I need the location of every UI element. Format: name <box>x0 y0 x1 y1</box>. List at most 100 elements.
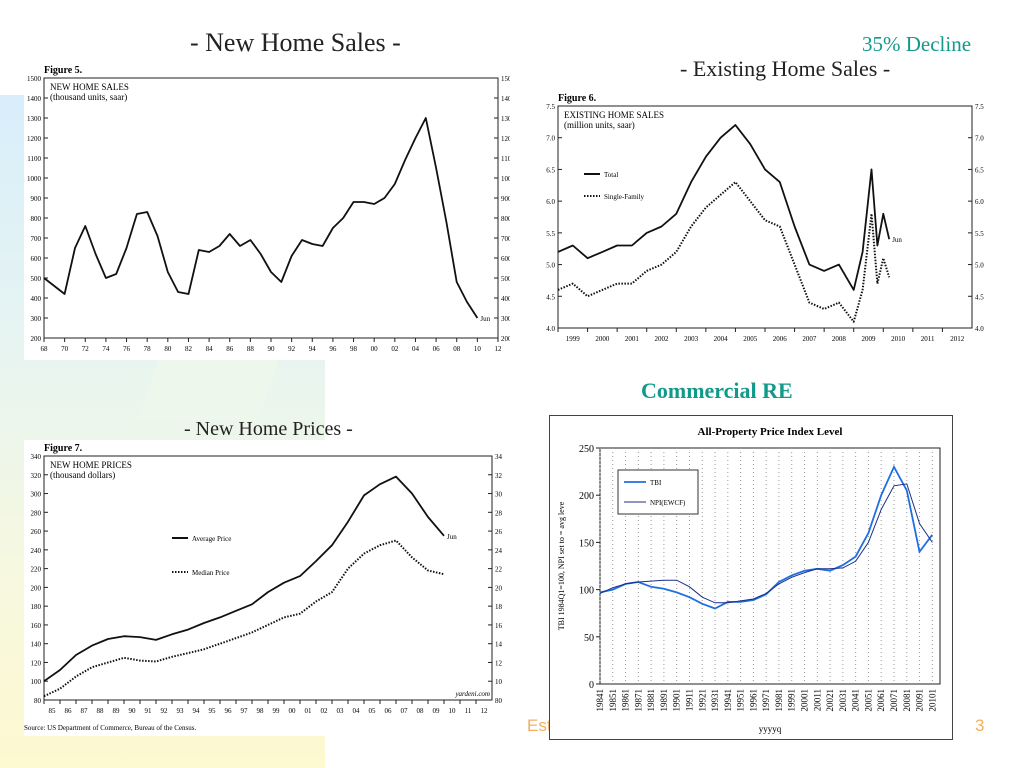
y-tick-label: 800 <box>501 215 510 223</box>
y-tick-label: 1100 <box>27 155 41 163</box>
y-tick-label: 600 <box>31 255 42 263</box>
y-tick-label: 140 <box>495 641 502 649</box>
x-tick-label: 20051 <box>863 689 873 712</box>
x-tick-label: 12 <box>495 345 503 353</box>
x-tick-label: 02 <box>321 707 329 715</box>
end-label: Jun <box>892 236 902 244</box>
series-line-1 <box>43 539 445 698</box>
x-tick-label: 95 <box>209 707 217 715</box>
x-tick-label: 2004 <box>714 335 729 343</box>
y-tick-label: 120 <box>495 659 502 667</box>
x-tick-label: 19881 <box>646 689 656 712</box>
y-tick-label: 7.5 <box>975 103 984 111</box>
x-tick-label: 09 <box>433 707 441 715</box>
title-existing-home-sales: - Existing Home Sales - <box>680 56 891 81</box>
y-tick-label: 5.5 <box>975 230 984 238</box>
y-tick-label: 4.5 <box>546 293 555 301</box>
x-tick-label: 20071 <box>889 689 899 712</box>
y-tick-label: 1500 <box>27 75 42 83</box>
x-tick-label: 20101 <box>927 689 937 712</box>
x-tick-label: 01 <box>305 707 313 715</box>
x-tick-label: 19891 <box>659 689 669 712</box>
chart-title: NEW HOME SALES <box>50 82 129 92</box>
chart-subtitle: (million units, saar) <box>564 120 635 130</box>
y-tick-label: 80 <box>34 697 42 705</box>
y-tick-label: 700 <box>501 235 510 243</box>
y-tick-label: 50 <box>584 633 594 644</box>
legend-label-0: Total <box>604 171 618 179</box>
y-tick-label: 250 <box>579 444 594 455</box>
legend-label-0: TBI <box>650 479 662 487</box>
y-tick-label: 300 <box>31 491 42 499</box>
y-tick-label: 1400 <box>27 95 42 103</box>
figure-label: Figure 6. <box>558 93 597 104</box>
y-tick-label: 400 <box>31 295 42 303</box>
x-tick-label: 82 <box>185 345 193 353</box>
y-tick-label: 320 <box>31 472 42 480</box>
x-tick-label: 1999 <box>566 335 581 343</box>
x-tick-label: 05 <box>369 707 377 715</box>
x-tick-label: 2006 <box>773 335 788 343</box>
x-tick-label: 93 <box>177 707 185 715</box>
chart-new-home-sales: Figure 5. 200 200 300 300 400 400 500 500 600 600 7… <box>24 62 516 360</box>
y-tick-label: 700 <box>31 235 42 243</box>
x-tick-label: 86 <box>65 707 73 715</box>
x-tick-label: 86 <box>226 345 234 353</box>
x-tick-label: 90 <box>268 345 276 353</box>
x-tick-label: 20081 <box>902 689 912 712</box>
x-tick-label: 00 <box>371 345 379 353</box>
x-tick-label: 2009 <box>862 335 877 343</box>
x-tick-label: 88 <box>97 707 105 715</box>
y-tick-label: 180 <box>31 603 42 611</box>
x-tick-label: 19971 <box>761 689 771 712</box>
chart-existing-home-sales: Figure 6. 4.0 4.0 4.5 4.5 5.0 5.0 5.5 5.5 6.0 6.0 6… <box>538 88 998 350</box>
legend-label-0: Average Price <box>192 535 231 543</box>
x-tick-label: 2005 <box>743 335 758 343</box>
x-tick-label: 88 <box>247 345 255 353</box>
x-tick-label: 02 <box>391 345 399 353</box>
y-tick-label: 1000 <box>501 175 510 183</box>
x-tick-label: 92 <box>161 707 169 715</box>
legend-label-1: Median Price <box>192 569 230 577</box>
y-tick-label: 260 <box>31 528 42 536</box>
y-tick-label: 4.5 <box>975 293 984 301</box>
chart-title: EXISTING HOME SALES <box>564 110 664 120</box>
x-axis-label: yyyyq <box>759 724 782 734</box>
y-tick-label: 900 <box>31 195 42 203</box>
x-tick-label: 2001 <box>625 335 640 343</box>
y-tick-label: 900 <box>501 195 510 203</box>
y-tick-label: 200 <box>31 335 42 343</box>
x-tick-label: 96 <box>225 707 233 715</box>
y-tick-label: 1200 <box>27 135 42 143</box>
x-tick-label: 2002 <box>655 335 670 343</box>
page-number: 3 <box>975 716 985 735</box>
y-tick-label: 5.5 <box>546 230 555 238</box>
y-tick-label: 800 <box>31 215 42 223</box>
y-tick-label: 240 <box>31 547 42 555</box>
y-tick-label: 1000 <box>27 175 42 183</box>
y-tick-label: 7.0 <box>975 135 984 143</box>
series-line-0 <box>43 475 445 682</box>
x-tick-label: 2012 <box>950 335 965 343</box>
x-tick-label: 19851 <box>608 689 618 712</box>
y-tick-label: 6.0 <box>975 198 984 206</box>
y-tick-label: 80 <box>495 697 502 705</box>
y-tick-label: 1300 <box>501 115 510 123</box>
end-label: Jun <box>480 315 490 323</box>
y-tick-label: 6.5 <box>546 166 555 174</box>
y-tick-label: 4.0 <box>546 325 555 333</box>
y-tick-label: 280 <box>495 509 502 517</box>
x-tick-label: 94 <box>309 345 317 353</box>
legend-label-1: NPI(EWCF) <box>650 499 686 507</box>
plot-frame <box>557 105 973 329</box>
x-tick-label: 90 <box>129 707 137 715</box>
y-tick-label: 1400 <box>501 95 510 103</box>
x-tick-label: 19951 <box>736 689 746 712</box>
x-tick-label: 72 <box>82 345 90 353</box>
y-tick-label: 100 <box>495 678 502 686</box>
y-tick-label: 120 <box>31 659 42 667</box>
chart-title: NEW HOME PRICES <box>50 460 132 470</box>
x-tick-label: 20031 <box>838 689 848 712</box>
y-tick-label: 140 <box>31 641 42 649</box>
x-tick-label: 19841 <box>595 689 605 712</box>
